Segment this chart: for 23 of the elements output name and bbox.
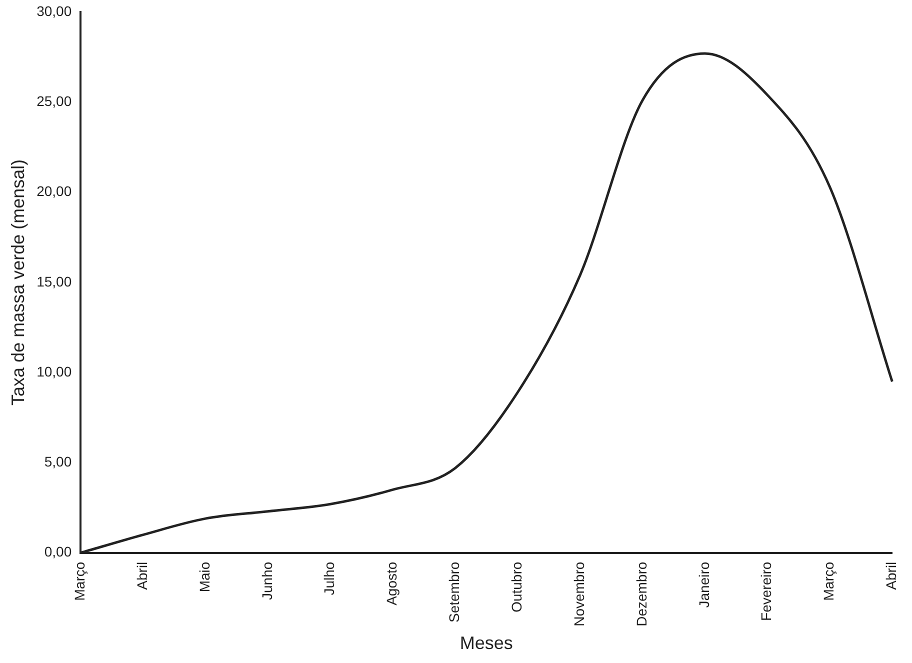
y-tick-label: 20,00 xyxy=(36,183,72,200)
x-tick-label: Fevereiro xyxy=(758,562,774,621)
y-axis-title: Taxa de massa verde (mensal) xyxy=(8,159,28,406)
y-tick-label: 10,00 xyxy=(36,363,72,380)
x-tick-label: Abril xyxy=(883,562,900,590)
x-tick-label: Dezembro xyxy=(633,562,650,626)
x-axis-title: Meses xyxy=(460,633,513,654)
y-tick-label: 0,00 xyxy=(44,544,72,560)
x-tick-label: Janeiro xyxy=(696,562,712,608)
x-tick-label: Outubro xyxy=(508,562,524,612)
x-tick-label: Agosto xyxy=(384,562,400,606)
y-tick-label: 30,00 xyxy=(36,2,72,19)
x-tick-label: Março xyxy=(820,562,837,601)
x-tick-label: Setembro xyxy=(446,562,462,623)
x-tick-label: Novembro xyxy=(570,562,587,626)
x-tick-label: Junho xyxy=(258,562,275,600)
x-tick-label: Março xyxy=(71,562,88,601)
x-tick-label: Maio xyxy=(196,562,212,592)
y-tick-label: 5,00 xyxy=(44,454,72,470)
x-tick-label: Julho xyxy=(321,562,338,596)
x-tick-label: Abril xyxy=(134,562,150,590)
y-tick-label: 25,00 xyxy=(36,92,72,109)
y-tick-label: 15,00 xyxy=(36,273,72,290)
